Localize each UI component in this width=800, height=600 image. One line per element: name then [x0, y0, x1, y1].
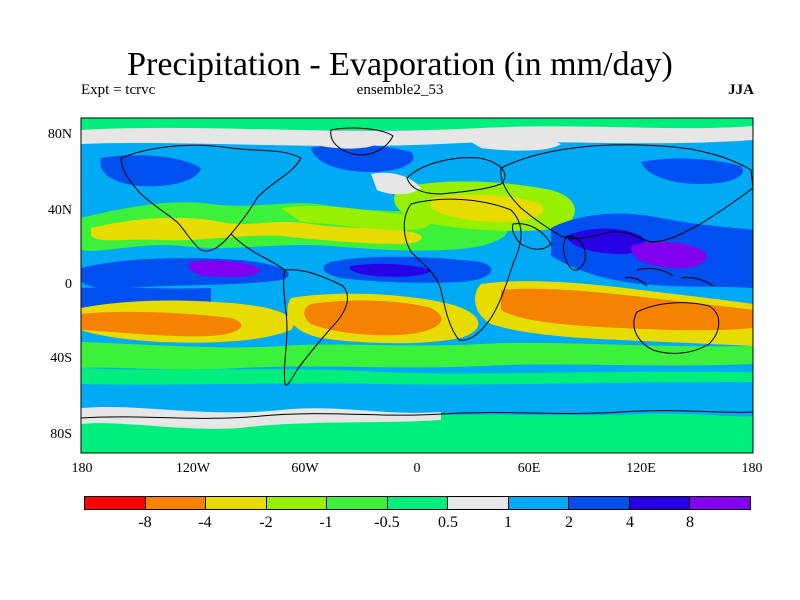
x-label-60e: 60E [517, 461, 541, 476]
legend-swatch [508, 497, 570, 509]
legend-swatch [266, 497, 328, 509]
y-label-eq: 0 [65, 277, 72, 292]
color-legend [84, 496, 751, 510]
y-label-40s: 40S [50, 351, 72, 366]
legend-swatch [629, 497, 691, 509]
y-label-80s: 80S [50, 427, 72, 442]
precip-evap-map [81, 118, 753, 453]
x-label-180e: 180 [741, 461, 763, 476]
legend-label: 4 [626, 514, 634, 531]
legend-swatch [145, 497, 207, 509]
x-label-120w: 120W [175, 461, 211, 476]
legend-swatch [448, 497, 509, 509]
legend-label: -0.5 [374, 514, 400, 531]
legend-label: -2 [259, 514, 273, 531]
legend-label: 2 [565, 514, 573, 531]
legend-label: -8 [138, 514, 152, 531]
x-label-0: 0 [413, 461, 421, 476]
legend-label: 0.5 [438, 514, 458, 531]
legend-label: 8 [686, 514, 694, 531]
legend-label: -1 [319, 514, 333, 531]
season-label: JJA [728, 82, 754, 98]
run-name-label: ensemble2_53 [356, 82, 444, 98]
x-label-60w: 60W [291, 461, 319, 476]
legend-swatch [387, 497, 449, 509]
legend-label: 1 [504, 514, 512, 531]
legend-swatch [690, 497, 751, 509]
legend-swatch [569, 497, 630, 509]
legend-swatch [85, 497, 146, 509]
y-label-40n: 40N [47, 203, 72, 218]
legend-label: -4 [198, 514, 212, 531]
map-panel [81, 118, 753, 453]
legend-swatch [206, 497, 267, 509]
y-label-80n: 80N [47, 127, 72, 142]
x-label-180w: 180 [71, 461, 93, 476]
plot-title: Precipitation - Evaporation (in mm/day) [127, 46, 673, 83]
experiment-label: Expt = tcrvc [81, 82, 156, 98]
x-label-120e: 120E [626, 461, 656, 476]
legend-swatch [327, 497, 388, 509]
